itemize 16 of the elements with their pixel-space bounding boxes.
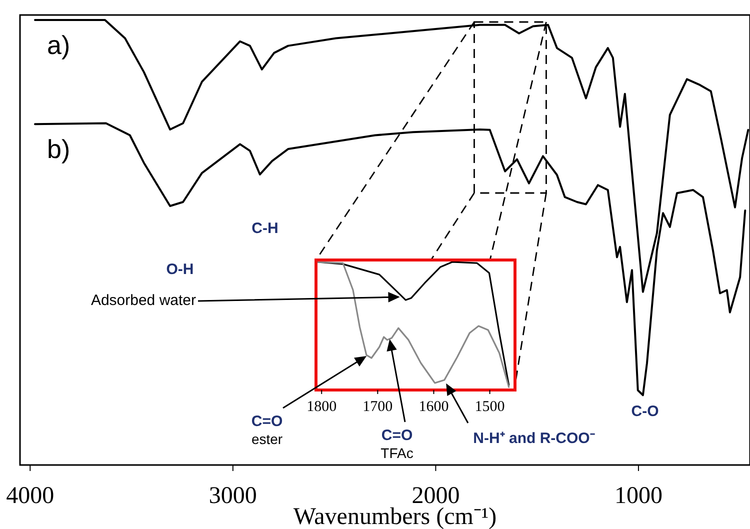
x-tick-label: 1700 [362, 399, 393, 415]
x-tick-label: 1000 [614, 483, 662, 509]
annotation: C=O TFAc [380, 427, 414, 461]
x-tick-label: 1800 [306, 399, 337, 415]
annotation: C=O ester [251, 413, 283, 447]
annotation: O-H [166, 261, 194, 278]
annotation: Adsorbed water [90, 292, 196, 309]
series-label: a) [47, 30, 70, 60]
annotation: C-O [631, 403, 660, 420]
x-tick-label: 1500 [474, 399, 505, 415]
annotation: C-H [252, 220, 278, 237]
x-tick-label: 3000 [208, 483, 257, 509]
x-tick-label: 1600 [418, 399, 449, 415]
x-tick-label: 4000 [6, 483, 54, 509]
annotation: N-H⁺ and R-COO⁻ [473, 430, 595, 447]
series-label: b) [47, 134, 70, 164]
